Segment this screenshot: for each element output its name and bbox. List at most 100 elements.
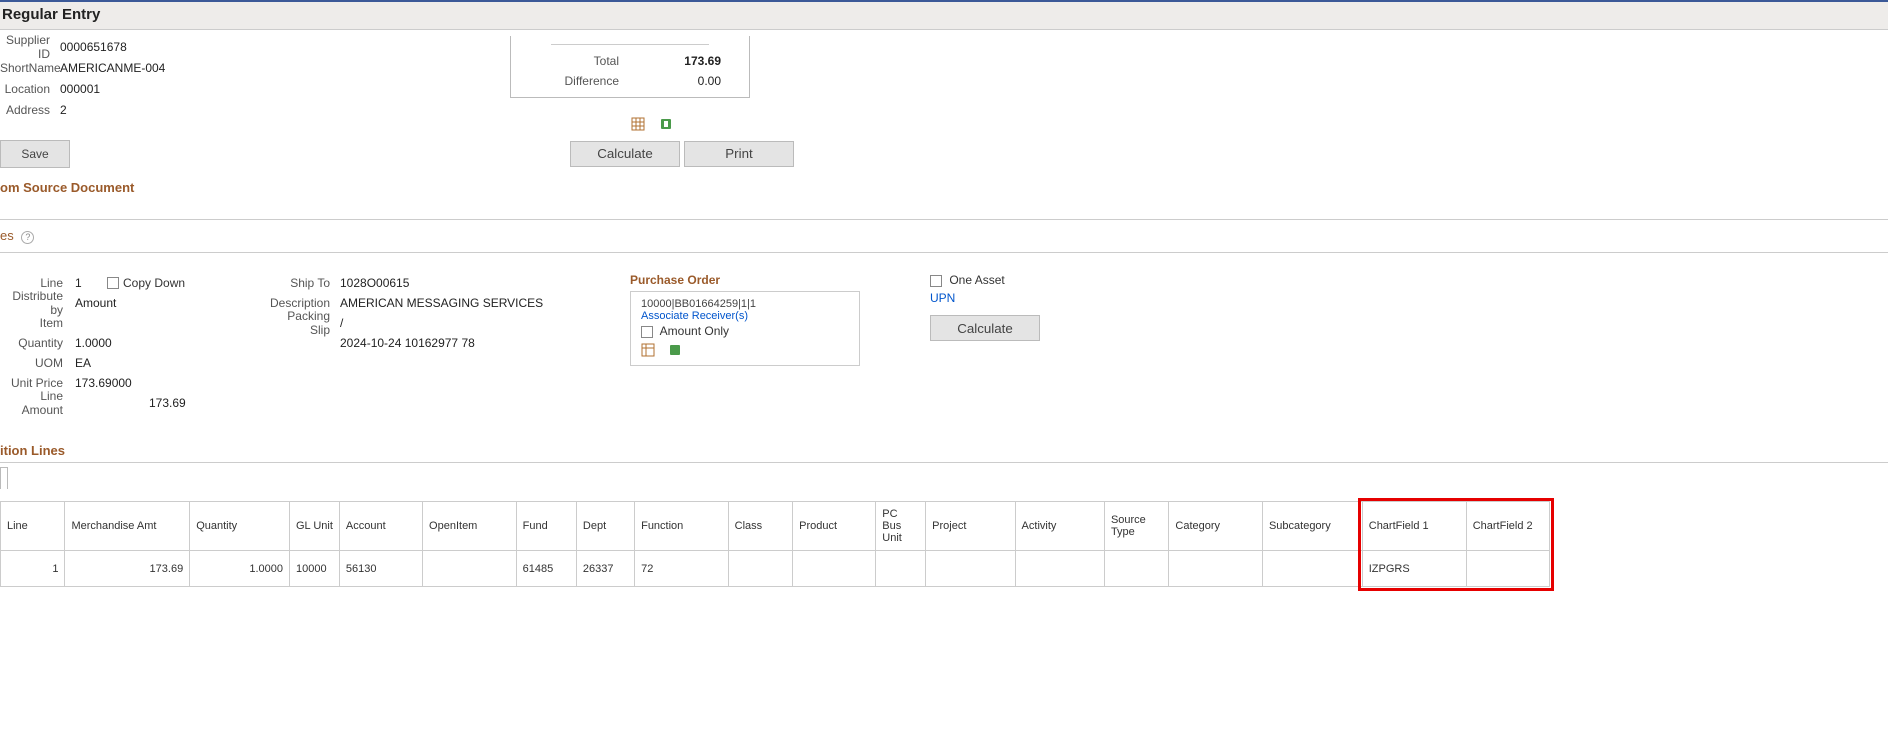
source-document-heading: om Source Document (0, 168, 1888, 199)
col-account: Account (339, 502, 422, 551)
cell-fund: 61485 (516, 551, 576, 587)
cell-open-item (423, 551, 517, 587)
cell-pc-bus-unit (876, 551, 926, 587)
export-icon[interactable] (659, 117, 673, 131)
col-line: Line (1, 502, 65, 551)
cell-merch-amt: 173.69 (65, 551, 190, 587)
packing-slip-value-2: 2024-10-24 10162977 78 (340, 336, 475, 350)
one-asset-label: One Asset (949, 273, 1004, 287)
uom-value: EA (75, 356, 91, 370)
address-value: 2 (60, 103, 67, 117)
location-value: 000001 (60, 82, 100, 96)
description-value: AMERICAN MESSAGING SERVICES (340, 296, 543, 310)
difference-value: 0.00 (631, 74, 721, 88)
ship-to-value: 1028O00615 (340, 276, 409, 290)
supplier-id-value: 0000651678 (60, 40, 127, 54)
totals-column: Total 173.69 Difference 0.00 Calculate P… (510, 36, 794, 168)
item-label: Item (0, 316, 75, 330)
table-header-row: Line Merchandise Amt Quantity GL Unit Ac… (1, 502, 1550, 551)
table-row[interactable]: 1 173.69 1.0000 10000 56130 61485 26337 … (1, 551, 1550, 587)
associate-receivers-link[interactable]: Associate Receiver(s) (641, 310, 849, 322)
line-number-value: 1 (75, 276, 95, 290)
shortname-label: ShortName (0, 61, 60, 75)
header-section: Supplier ID 0000651678 ShortName AMERICA… (0, 30, 1888, 168)
cell-dept: 26337 (576, 551, 634, 587)
col-activity: Activity (1015, 502, 1104, 551)
cell-function: 72 (635, 551, 729, 587)
col-product: Product (793, 502, 876, 551)
cell-gl-unit: 10000 (290, 551, 340, 587)
tab-stub[interactable] (0, 467, 8, 489)
totals-box: Total 173.69 Difference 0.00 (510, 36, 750, 98)
col-dept: Dept (576, 502, 634, 551)
description-label: Description (270, 296, 340, 310)
save-button[interactable]: Save (0, 140, 70, 168)
cell-quantity: 1.0000 (190, 551, 290, 587)
quantity-value: 1.0000 (75, 336, 112, 350)
upn-link[interactable]: UPN (930, 291, 1230, 305)
print-button[interactable]: Print (684, 141, 794, 167)
cell-project (926, 551, 1015, 587)
supplier-block: Supplier ID 0000651678 ShortName AMERICA… (0, 36, 510, 168)
distribution-table: Line Merchandise Amt Quantity GL Unit Ac… (0, 501, 1550, 587)
purchase-order-heading: Purchase Order (630, 273, 930, 287)
amount-only-checkbox[interactable] (641, 326, 653, 338)
col-merch-amt: Merchandise Amt (65, 502, 190, 551)
highlight-annotation (1358, 498, 1553, 591)
col-open-item: OpenItem (423, 502, 517, 551)
cell-product (793, 551, 876, 587)
calculate-line-button[interactable]: Calculate (930, 315, 1040, 341)
quantity-label: Quantity (0, 336, 75, 350)
grid-icon[interactable] (631, 117, 645, 131)
page-title: Regular Entry (0, 0, 1888, 30)
col-project: Project (926, 502, 1015, 551)
col-pc-bus-unit: PC Bus Unit (876, 502, 926, 551)
col-quantity: Quantity (190, 502, 290, 551)
col-class: Class (728, 502, 792, 551)
packing-slip-value-1: / (340, 316, 343, 330)
address-label: Address (0, 103, 60, 117)
col-gl-unit: GL Unit (290, 502, 340, 551)
cell-subcategory (1262, 551, 1362, 587)
cell-activity (1015, 551, 1104, 587)
col-function: Function (635, 502, 729, 551)
copy-down-checkbox[interactable] (107, 277, 119, 289)
lines-heading: es (0, 228, 14, 243)
po-reference: 10000|BB01664259|1|1 (641, 298, 849, 310)
difference-label: Difference (511, 74, 631, 88)
col-fund: Fund (516, 502, 576, 551)
calculate-button[interactable]: Calculate (570, 141, 680, 167)
help-icon[interactable]: ? (21, 231, 34, 244)
unit-price-value: 173.69000 (75, 376, 132, 390)
supplier-id-label: Supplier ID (0, 33, 60, 61)
amount-only-label: Amount Only (660, 324, 729, 338)
location-label: Location (0, 82, 60, 96)
copy-down-label: Copy Down (123, 276, 185, 290)
total-value: 173.69 (631, 54, 721, 68)
one-asset-checkbox[interactable] (930, 275, 942, 287)
cell-account: 56130 (339, 551, 422, 587)
distribute-by-label: Distribute by (0, 289, 75, 317)
ship-to-label: Ship To (270, 276, 340, 290)
packing-slip-label: Packing Slip (270, 309, 340, 337)
cell-category (1169, 551, 1263, 587)
distribution-lines-heading: ition Lines (0, 443, 1888, 463)
col-source-type: Source Type (1104, 502, 1168, 551)
col-subcategory: Subcategory (1262, 502, 1362, 551)
cell-class (728, 551, 792, 587)
line-number-label: Line (0, 276, 75, 290)
col-category: Category (1169, 502, 1263, 551)
line-detail-section: Line 1 Copy Down Distribute by Amount It… (0, 253, 1888, 443)
grid-icon-small[interactable] (641, 343, 655, 357)
unit-price-label: Unit Price (0, 376, 75, 390)
cell-source-type (1104, 551, 1168, 587)
total-label: Total (511, 54, 631, 68)
export-icon-small[interactable] (668, 343, 682, 357)
purchase-order-box: 10000|BB01664259|1|1 Associate Receiver(… (630, 291, 860, 366)
line-amount-value: 173.69 (75, 396, 186, 410)
shortname-value: AMERICANME-004 (60, 61, 165, 75)
uom-label: UOM (0, 356, 75, 370)
distribute-by-value: Amount (75, 296, 116, 310)
line-amount-label: Line Amount (0, 389, 75, 417)
cell-line: 1 (1, 551, 65, 587)
